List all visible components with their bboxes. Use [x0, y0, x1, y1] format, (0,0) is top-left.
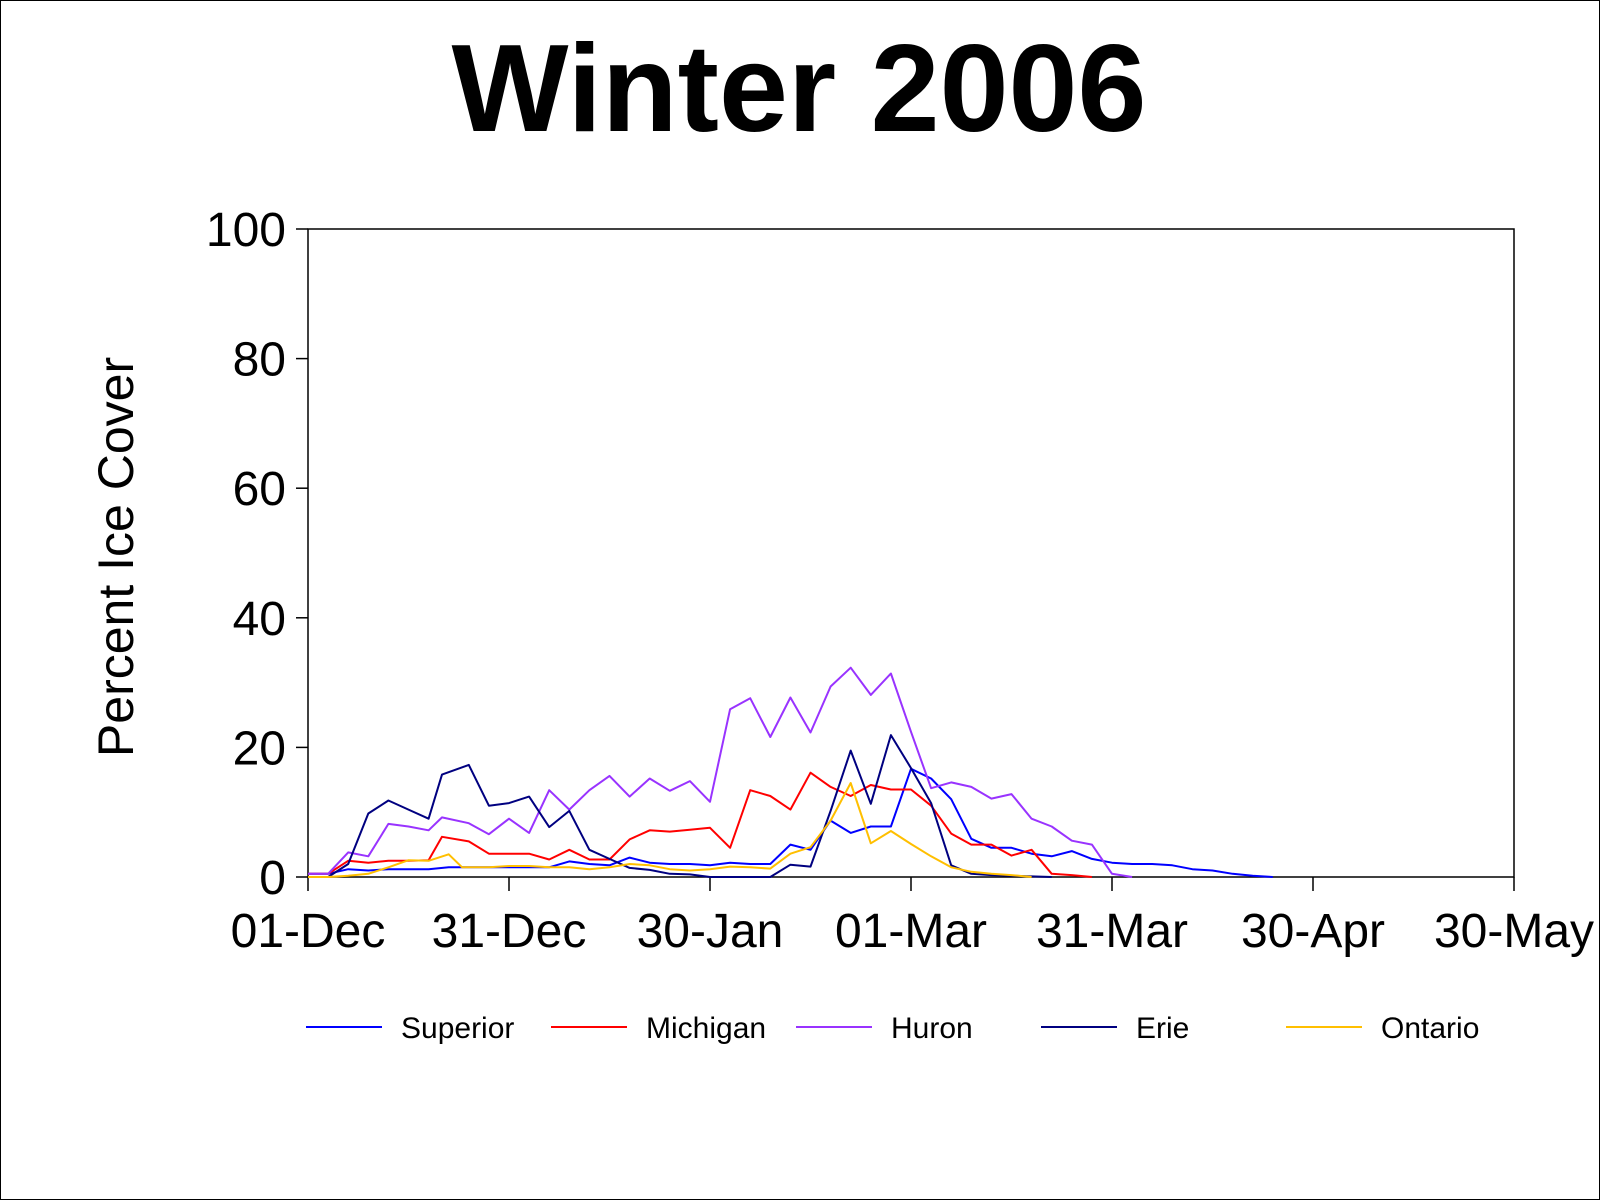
legend-label: Superior	[401, 1012, 514, 1045]
series-line-ontario	[308, 782, 1032, 878]
chart-title: Winter 2006	[452, 20, 1147, 158]
series-lines	[308, 666, 1273, 878]
y-tick-label: 0	[259, 852, 286, 905]
legend: Superior Michigan Huron Erie Ontario	[306, 1012, 1479, 1045]
y-tick-label: 80	[233, 334, 286, 387]
x-tick-label: 31-Mar	[1036, 905, 1188, 958]
series-line-erie	[308, 734, 1052, 878]
x-tick-label: 30-Apr	[1241, 905, 1385, 958]
plot-area	[307, 228, 1515, 878]
x-tick-label: 30-May	[1434, 905, 1594, 958]
series-line-huron	[308, 666, 1133, 878]
legend-label: Ontario	[1381, 1012, 1479, 1045]
x-tick-label: 31-Dec	[432, 905, 587, 958]
y-tick-label: 40	[233, 593, 286, 646]
legend-label: Huron	[891, 1012, 973, 1045]
y-tick-label: 60	[233, 463, 286, 516]
y-tick-label: 20	[233, 722, 286, 775]
x-tick-label: 01-Dec	[231, 905, 386, 958]
y-axis: 0 20 40 60 80 100	[206, 204, 308, 905]
series-line-michigan	[308, 771, 1092, 878]
x-axis: 01-Dec 31-Dec 30-Jan 01-Mar 31-Mar 30-Apr 30-M…	[231, 877, 1594, 958]
x-tick-label: 30-Jan	[637, 905, 784, 958]
x-tick-label: 01-Mar	[835, 905, 987, 958]
y-axis-label: Percent Ice Cover	[88, 357, 144, 757]
y-tick-label: 100	[206, 204, 286, 257]
legend-label: Michigan	[646, 1012, 766, 1045]
legend-label: Erie	[1136, 1012, 1189, 1045]
